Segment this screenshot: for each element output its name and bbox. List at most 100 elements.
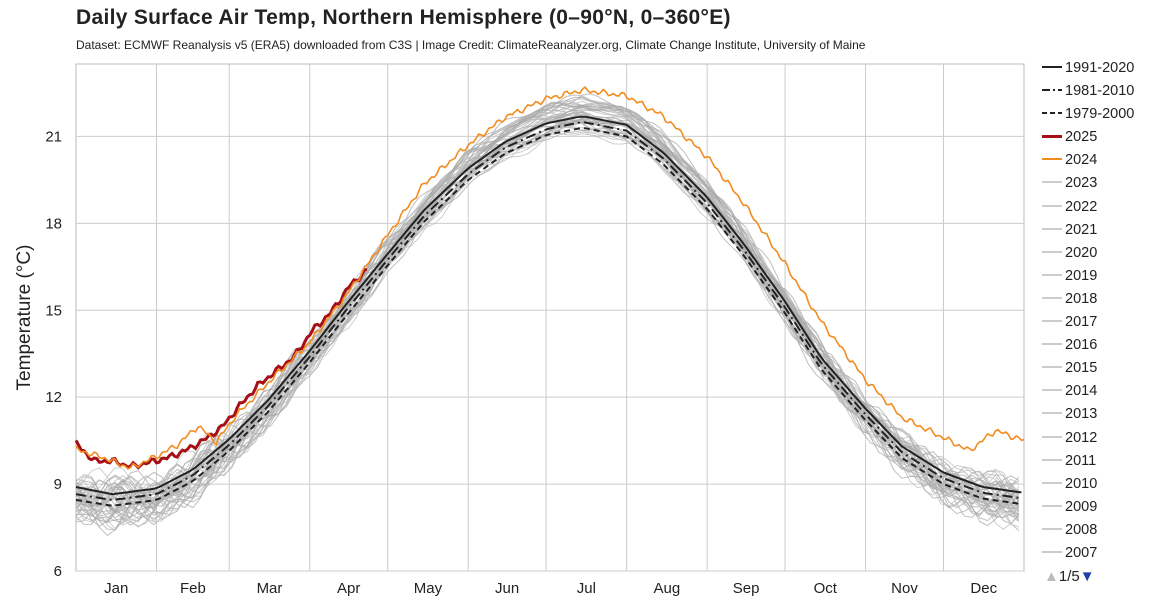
legend-swatch xyxy=(1042,481,1062,484)
legend-label: 2009 xyxy=(1065,498,1098,515)
legend: 1991-2020 1981-2010 1979-2000 2025 2024 2023 2… xyxy=(1040,58,1148,566)
legend-swatch xyxy=(1042,227,1062,230)
plot-frame xyxy=(75,63,1025,572)
past-year-line xyxy=(75,100,1020,511)
legend-item[interactable]: 2012 xyxy=(1040,428,1148,451)
legend-swatch xyxy=(1042,250,1062,253)
legend-swatch xyxy=(1042,135,1062,139)
legend-label: 2013 xyxy=(1065,406,1098,423)
legend-item[interactable]: 2008 xyxy=(1040,520,1148,543)
legend-label: 2024 xyxy=(1065,152,1098,169)
legend-item[interactable]: 2024 xyxy=(1040,150,1148,173)
legend-swatch xyxy=(1042,158,1062,161)
legend-label: 1981-2010 xyxy=(1065,83,1135,100)
legend-label: 2018 xyxy=(1065,290,1098,307)
x-tick-label: Jul xyxy=(577,580,596,597)
legend-item[interactable]: 2019 xyxy=(1040,266,1148,289)
legend-item[interactable]: 2013 xyxy=(1040,404,1148,427)
legend-label: 2021 xyxy=(1065,221,1098,238)
legend-item[interactable]: 1991-2020 xyxy=(1040,58,1148,81)
legend-item[interactable]: 2009 xyxy=(1040,497,1148,520)
past-year-line xyxy=(75,116,1019,528)
x-tick-label: May xyxy=(414,580,443,597)
legend-swatch xyxy=(1042,204,1062,207)
legend-label: 2008 xyxy=(1065,521,1098,538)
legend-swatch xyxy=(1042,112,1062,115)
legend-swatch xyxy=(1042,504,1062,507)
legend-item[interactable]: 2011 xyxy=(1040,451,1148,474)
legend-label: 2020 xyxy=(1065,244,1098,261)
grid-lines xyxy=(75,63,1025,572)
legend-item[interactable]: 2014 xyxy=(1040,381,1148,404)
chart-subtitle: Dataset: ECMWF Reanalysis v5 (ERA5) down… xyxy=(76,38,866,52)
x-tick-label: Feb xyxy=(180,580,206,597)
legend-swatch xyxy=(1042,343,1062,346)
y-tick-label: 12 xyxy=(45,389,62,406)
series-line xyxy=(75,121,1022,502)
legend-item[interactable]: 2007 xyxy=(1040,543,1148,566)
legend-label: 1979-2000 xyxy=(1065,106,1135,123)
triangle-up-icon[interactable]: ▲ xyxy=(1044,568,1059,585)
legend-item[interactable]: 2023 xyxy=(1040,173,1148,196)
x-tick-label: Aug xyxy=(654,580,681,597)
legend-item[interactable]: 2017 xyxy=(1040,312,1148,335)
legend-label: 2015 xyxy=(1065,360,1098,377)
legend-swatch xyxy=(1042,527,1062,530)
x-tick-label: Dec xyxy=(970,580,997,597)
triangle-down-icon[interactable]: ▼ xyxy=(1079,568,1095,585)
legend-item[interactable]: 2025 xyxy=(1040,127,1148,150)
legend-item[interactable]: 1979-2000 xyxy=(1040,104,1148,127)
legend-item[interactable]: 1981-2010 xyxy=(1040,81,1148,104)
legend-swatch xyxy=(1042,66,1062,68)
x-tick-label: Mar xyxy=(257,580,283,597)
legend-label: 2023 xyxy=(1065,175,1098,192)
past-year-line xyxy=(75,106,1020,508)
legend-swatch xyxy=(1042,320,1062,323)
chart-title: Daily Surface Air Temp, Northern Hemisph… xyxy=(76,6,731,29)
legend-swatch xyxy=(1042,89,1062,92)
legend-label: 2016 xyxy=(1065,337,1098,354)
legend-label: 2011 xyxy=(1065,452,1097,469)
x-tick-label: Sep xyxy=(733,580,760,597)
series-line xyxy=(74,267,368,470)
legend-swatch xyxy=(1042,296,1062,299)
legend-swatch xyxy=(1042,366,1062,369)
legend-label: 2012 xyxy=(1065,429,1098,446)
y-tick-label: 21 xyxy=(45,128,62,145)
legend-swatch xyxy=(1042,389,1062,392)
pager-label: 1/5 xyxy=(1058,568,1080,585)
line-chart: 6 9 12 15 18 21 Jan Feb Mar Apr May Jun Jul Aug Sep Oct… xyxy=(14,63,1025,597)
legend-label: 1991-2020 xyxy=(1065,60,1135,76)
legend-pager: ▲1/5▼ xyxy=(1044,568,1095,585)
past-year-line xyxy=(75,113,1020,519)
past-year-line xyxy=(75,121,1020,528)
legend-label: 2007 xyxy=(1065,544,1098,561)
legend-item[interactable]: 2022 xyxy=(1040,197,1148,220)
past-year-line xyxy=(75,120,1020,523)
x-tick-label: Apr xyxy=(337,580,360,597)
y-tick-label: 18 xyxy=(45,215,62,232)
x-tick-label: Jun xyxy=(495,580,519,597)
past-years-band xyxy=(75,93,1020,537)
legend-label: 2014 xyxy=(1065,383,1098,400)
legend-item[interactable]: 2015 xyxy=(1040,358,1148,381)
legend-label: 2010 xyxy=(1065,475,1098,492)
legend-item[interactable]: 2010 xyxy=(1040,474,1148,497)
legend-swatch xyxy=(1042,181,1062,184)
y-axis-title: Temperature (°C) xyxy=(14,245,35,391)
legend-item[interactable]: 2018 xyxy=(1040,289,1148,312)
past-year-line xyxy=(75,112,1020,506)
series-lines xyxy=(74,85,1025,507)
legend-item[interactable]: 2016 xyxy=(1040,335,1148,358)
legend-label: 2022 xyxy=(1065,198,1098,215)
past-year-line xyxy=(75,127,1019,527)
series-line xyxy=(75,115,1022,496)
legend-item[interactable]: 2021 xyxy=(1040,220,1148,243)
series-line xyxy=(75,127,1022,507)
legend-swatch xyxy=(1042,412,1062,415)
legend-item[interactable]: 2020 xyxy=(1040,243,1148,266)
legend-swatch xyxy=(1042,435,1062,438)
past-year-line xyxy=(75,109,1020,504)
x-tick-label: Nov xyxy=(891,580,918,597)
series-line xyxy=(75,85,1025,470)
